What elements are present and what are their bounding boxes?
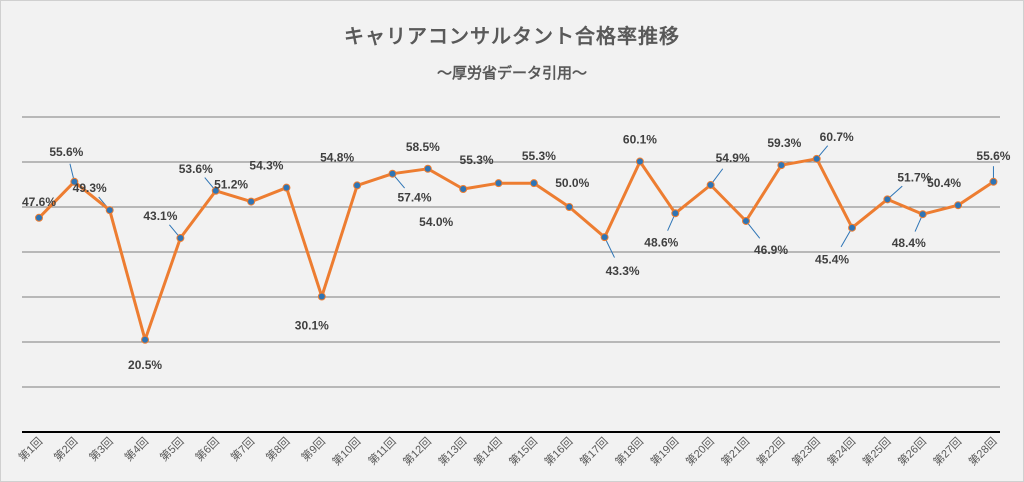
data-point: [423, 164, 432, 173]
data-label: 54.0%: [419, 215, 453, 229]
data-label: 55.3%: [460, 153, 494, 167]
data-label: 43.3%: [606, 264, 640, 278]
x-tick-label: 第2回: [51, 434, 81, 464]
data-label: 54.9%: [716, 151, 750, 165]
x-tick-label: 第3回: [86, 434, 116, 464]
data-point: [529, 179, 538, 188]
data-point: [954, 201, 963, 210]
data-labels: 47.6% 55.6% 49.3% 20.5% 43.1% 53.6%51.2%54.3%…: [22, 130, 1011, 372]
data-label: 54.8%: [320, 150, 354, 164]
data-point: [176, 234, 185, 243]
x-tick-label: 第24回: [824, 434, 858, 468]
data-label: 47.6%: [22, 195, 56, 209]
data-point: [247, 197, 256, 206]
x-tick-labels: 第1回 第2回 第3回 第4回 第5回 第6回 第7回 第8回 第9回 第10回 第11回 第12回第…: [15, 434, 999, 468]
data-label: 55.6%: [49, 145, 83, 159]
data-label: 55.3%: [522, 149, 556, 163]
series-line-group: [37, 157, 995, 342]
x-tick-label: 第9回: [298, 434, 328, 464]
x-tick-label: 第18回: [612, 434, 646, 468]
data-point: [141, 335, 150, 344]
data-label: 55.6%: [976, 149, 1010, 163]
x-tick-label: 第23回: [789, 434, 823, 468]
x-tick-label: 第1回: [15, 434, 45, 464]
data-point: [777, 161, 786, 170]
data-label: 58.5%: [406, 140, 440, 154]
data-label: 51.7%: [897, 170, 931, 184]
data-point: [211, 186, 220, 195]
data-point: [494, 179, 503, 188]
data-point: [742, 216, 750, 225]
data-label: 53.6%: [179, 162, 213, 176]
data-label: 50.0%: [555, 176, 589, 190]
x-tick-label: 第7回: [227, 434, 257, 464]
x-tick-label: 第4回: [121, 434, 151, 464]
x-tick-label: 第12回: [400, 434, 434, 468]
data-label: 60.1%: [623, 133, 657, 147]
data-label: 48.4%: [892, 236, 926, 250]
data-label: 57.4%: [397, 191, 431, 205]
data-point: [671, 209, 680, 218]
data-point: [918, 210, 927, 219]
data-label: 49.3%: [73, 181, 107, 195]
x-tick-label: 第26回: [895, 434, 929, 468]
x-tick-label: 第13回: [435, 434, 469, 468]
data-label: 59.3%: [767, 136, 801, 150]
x-tick-label: 第19回: [647, 434, 681, 468]
data-point: [459, 185, 468, 193]
chart-title: キャリアコンサルタント合格率推移: [344, 24, 680, 48]
data-label: 51.2%: [214, 178, 248, 192]
data-label: 30.1%: [295, 319, 329, 333]
data-point: [848, 223, 857, 232]
data-point: [635, 157, 644, 166]
data-point: [883, 195, 892, 204]
x-tick-label: 第25回: [859, 434, 893, 468]
x-tick-label: 第28回: [965, 434, 999, 468]
data-label: 43.1%: [143, 209, 177, 223]
data-point: [282, 183, 291, 192]
data-point: [353, 181, 362, 190]
data-label: 45.4%: [815, 253, 849, 267]
data-point: [105, 206, 114, 215]
x-tick-label: 第16回: [541, 434, 575, 468]
x-tick-label: 第5回: [157, 434, 187, 464]
chart-subtitle: ～厚労省データ引用～: [436, 64, 587, 82]
x-tick-label: 第21回: [718, 434, 752, 468]
data-label: 20.5%: [128, 358, 162, 372]
x-tick-label: 第17回: [577, 434, 611, 468]
data-label: 46.9%: [754, 243, 788, 257]
x-tick-label: 第10回: [329, 434, 363, 468]
data-point: [388, 169, 397, 178]
data-point: [706, 180, 715, 189]
data-point: [812, 154, 821, 163]
x-tick-label: 第8回: [263, 434, 293, 464]
x-tick-label: 第22回: [753, 434, 787, 468]
x-tick-label: 第20回: [683, 434, 717, 468]
data-point: [989, 177, 998, 186]
data-point: [600, 233, 609, 242]
x-tick-label: 第11回: [365, 434, 399, 468]
data-point: [565, 203, 574, 211]
data-label: 50.4%: [927, 176, 961, 190]
data-label: 60.7%: [820, 130, 854, 144]
data-point: [70, 177, 79, 186]
markers: [35, 154, 998, 344]
data-point: [317, 292, 326, 301]
series-line: [37, 157, 995, 342]
x-tick-label: 第14回: [471, 434, 505, 468]
data-label: 54.3%: [249, 159, 283, 173]
x-tick-label: 第15回: [506, 434, 540, 468]
x-tick-label: 第27回: [930, 434, 964, 468]
data-point: [35, 213, 43, 222]
gridlines: [22, 116, 1000, 433]
data-label: 48.6%: [644, 235, 678, 249]
x-tick-label: 第6回: [192, 434, 222, 464]
